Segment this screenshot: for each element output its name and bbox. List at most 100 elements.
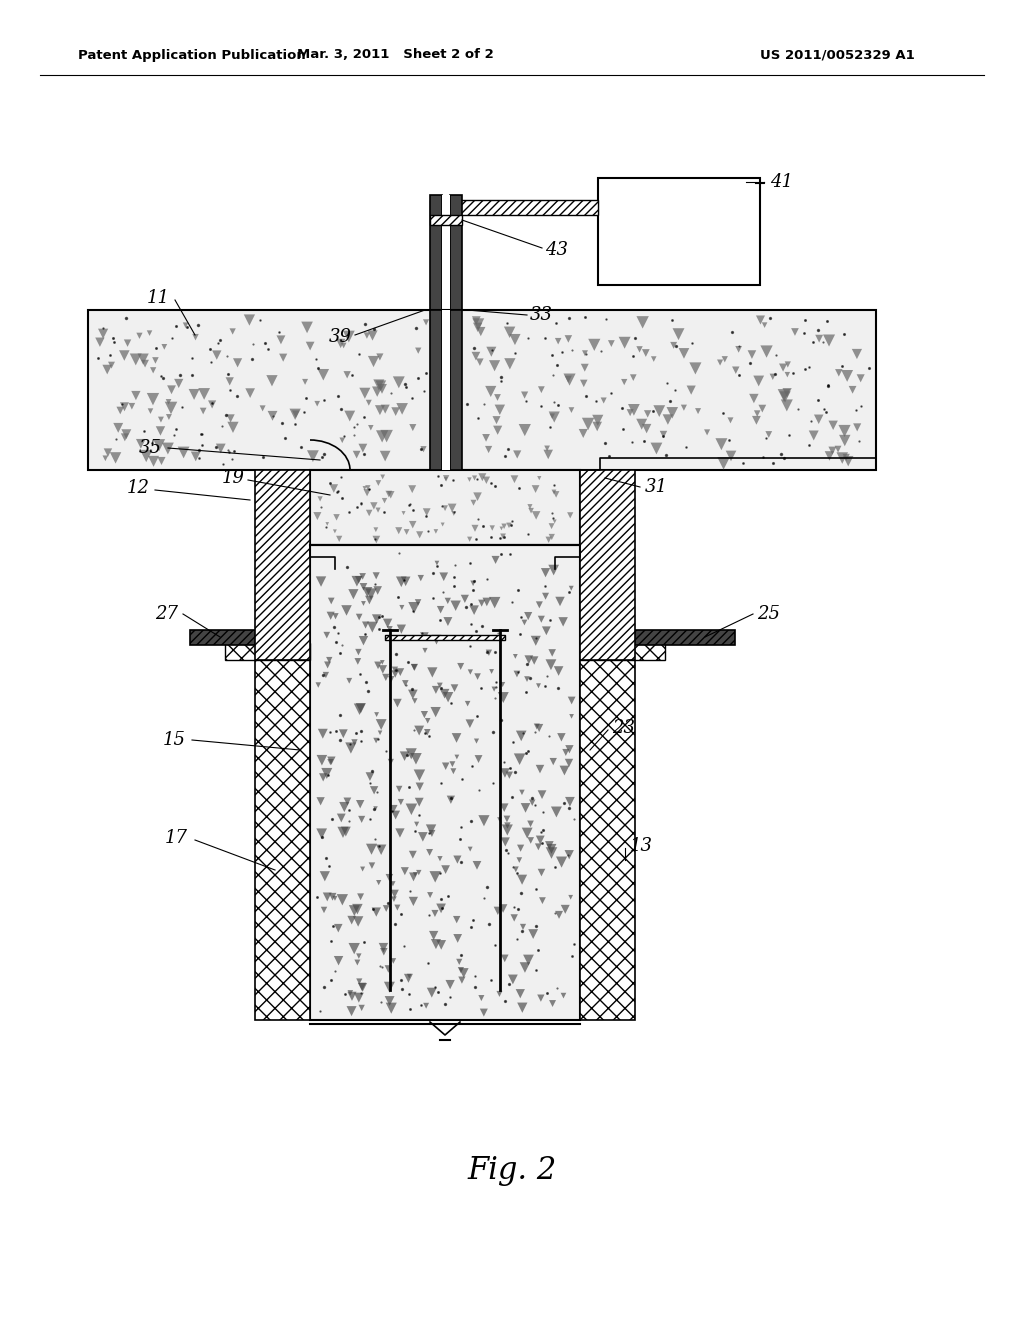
Polygon shape (717, 457, 730, 470)
Polygon shape (316, 797, 325, 805)
Polygon shape (454, 855, 462, 863)
Polygon shape (403, 974, 413, 983)
Polygon shape (421, 711, 428, 718)
Text: US 2011/0052329 A1: US 2011/0052329 A1 (760, 49, 914, 62)
Polygon shape (327, 611, 335, 620)
Polygon shape (582, 417, 594, 430)
Polygon shape (565, 797, 574, 807)
Polygon shape (401, 511, 406, 515)
Polygon shape (727, 417, 733, 424)
Bar (598, 178, 760, 285)
Polygon shape (653, 405, 666, 417)
Polygon shape (500, 533, 506, 540)
Polygon shape (443, 477, 447, 480)
Polygon shape (329, 892, 337, 900)
Polygon shape (158, 417, 164, 422)
Bar (255, 470, 310, 660)
Polygon shape (427, 668, 437, 677)
Bar (580, 630, 735, 645)
Polygon shape (555, 911, 563, 919)
Polygon shape (400, 867, 409, 875)
Text: 12: 12 (127, 479, 150, 498)
Bar (88, 310, 876, 470)
Polygon shape (355, 576, 362, 583)
Bar (430, 215, 462, 224)
Text: 13: 13 (630, 837, 653, 855)
Polygon shape (95, 338, 104, 347)
Polygon shape (388, 676, 394, 682)
Polygon shape (495, 395, 501, 401)
Polygon shape (497, 991, 503, 997)
Polygon shape (523, 954, 534, 965)
Polygon shape (379, 665, 387, 673)
Polygon shape (386, 1003, 397, 1014)
Polygon shape (212, 350, 221, 360)
Polygon shape (521, 619, 527, 626)
Polygon shape (302, 379, 308, 385)
Polygon shape (630, 375, 637, 381)
Polygon shape (553, 491, 559, 498)
Polygon shape (504, 822, 511, 829)
Polygon shape (500, 768, 510, 777)
Polygon shape (366, 589, 377, 599)
Polygon shape (471, 525, 478, 532)
Polygon shape (356, 978, 362, 985)
Bar (255, 660, 310, 1020)
Polygon shape (446, 796, 455, 804)
Polygon shape (474, 755, 482, 763)
Polygon shape (424, 729, 430, 735)
Polygon shape (468, 846, 473, 851)
Polygon shape (784, 362, 791, 367)
Polygon shape (376, 845, 386, 855)
Polygon shape (423, 648, 428, 653)
Polygon shape (732, 367, 739, 374)
Polygon shape (437, 857, 442, 862)
Polygon shape (476, 327, 485, 337)
Polygon shape (190, 451, 201, 462)
Polygon shape (337, 894, 348, 906)
Polygon shape (408, 689, 418, 700)
Polygon shape (374, 586, 382, 595)
Polygon shape (561, 904, 569, 913)
Polygon shape (427, 987, 436, 998)
Polygon shape (673, 329, 684, 341)
Polygon shape (344, 411, 355, 421)
Polygon shape (339, 730, 348, 738)
Polygon shape (650, 442, 663, 454)
Polygon shape (102, 455, 109, 461)
Polygon shape (452, 511, 457, 516)
Polygon shape (370, 787, 378, 795)
Polygon shape (374, 738, 379, 743)
Polygon shape (489, 669, 494, 675)
Polygon shape (485, 446, 493, 453)
Polygon shape (328, 756, 336, 764)
Polygon shape (504, 358, 515, 370)
Polygon shape (538, 869, 545, 876)
Polygon shape (423, 1003, 429, 1008)
Polygon shape (550, 413, 555, 418)
Polygon shape (136, 440, 145, 449)
Polygon shape (409, 896, 418, 906)
Polygon shape (368, 425, 374, 430)
Polygon shape (425, 718, 430, 723)
Polygon shape (839, 425, 851, 437)
Polygon shape (415, 599, 421, 606)
Polygon shape (777, 389, 791, 401)
Polygon shape (488, 597, 501, 609)
Polygon shape (815, 335, 823, 343)
Polygon shape (354, 960, 360, 965)
Polygon shape (557, 733, 565, 742)
Polygon shape (565, 744, 573, 754)
Polygon shape (473, 492, 482, 502)
Polygon shape (378, 730, 382, 735)
Polygon shape (564, 335, 572, 343)
Polygon shape (551, 807, 562, 817)
Polygon shape (530, 656, 539, 665)
Polygon shape (500, 527, 504, 531)
Polygon shape (556, 857, 567, 867)
Polygon shape (544, 446, 550, 451)
Polygon shape (457, 663, 464, 671)
Polygon shape (426, 849, 433, 855)
Polygon shape (406, 804, 417, 814)
Polygon shape (322, 768, 333, 779)
